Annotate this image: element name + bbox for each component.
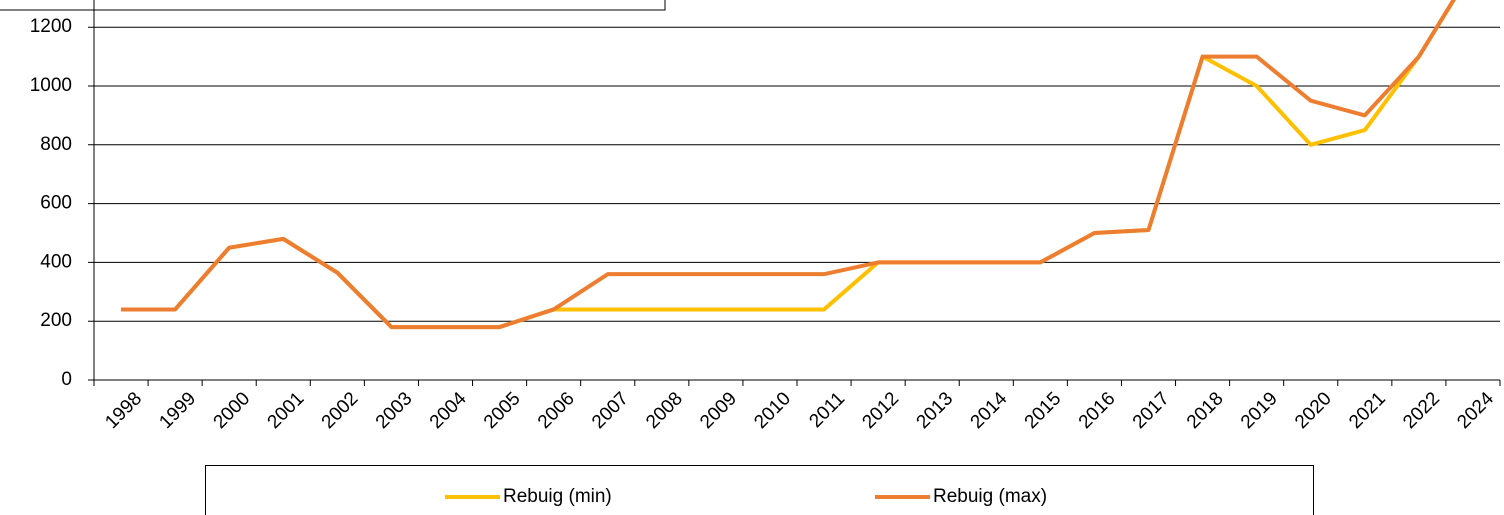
x-tick-label: 2024 (1453, 388, 1498, 433)
x-tick-label: 2001 (264, 388, 309, 433)
x-tick-label: 1999 (155, 388, 200, 433)
x-tick-label: 2009 (696, 388, 741, 433)
x-tick-label: 2000 (210, 388, 255, 433)
x-tick-label: 2002 (318, 388, 363, 433)
y-tick-label: 1000 (30, 75, 72, 96)
series-line (121, 0, 1456, 330)
y-tick-label: 200 (40, 310, 72, 331)
x-tick-label: 2010 (750, 388, 795, 433)
x-tick-label: 2014 (967, 388, 1012, 433)
x-tick-label: 2020 (1291, 388, 1336, 433)
x-tick-label: 2019 (1237, 388, 1282, 433)
y-tick-label: 400 (40, 251, 72, 272)
x-tick-label: 2013 (913, 388, 958, 433)
x-tick-label: 2008 (642, 388, 687, 433)
y-tick-label: 600 (40, 193, 72, 214)
y-tick-label: 1200 (30, 16, 72, 37)
legend-box (205, 465, 1314, 515)
series-line (121, 0, 1456, 330)
x-tick-label: 2004 (426, 388, 471, 433)
x-tick-label: 2016 (1075, 388, 1120, 433)
x-tick-label: 2011 (805, 388, 849, 432)
x-tick-label: 2005 (480, 388, 525, 433)
x-tick-label: 2007 (588, 388, 633, 433)
legend-label: Rebuig (max) (933, 486, 1047, 507)
x-tick-label: 2017 (1129, 388, 1174, 433)
x-tick-label: 2015 (1021, 388, 1066, 433)
x-tick-label: 2003 (372, 388, 417, 433)
x-tick-label: 2022 (1399, 388, 1444, 433)
y-tick-label: 800 (40, 134, 72, 155)
x-tick-label: 1998 (101, 388, 146, 433)
legend-label: Rebuig (min) (503, 486, 612, 507)
x-tick-label: 2012 (858, 388, 903, 433)
x-tick-label: 2021 (1345, 388, 1390, 433)
y-tick-label: 0 (61, 369, 72, 390)
x-tick-label: 2018 (1183, 388, 1228, 433)
x-tick-label: 2006 (534, 388, 579, 433)
title-box (0, 0, 666, 11)
